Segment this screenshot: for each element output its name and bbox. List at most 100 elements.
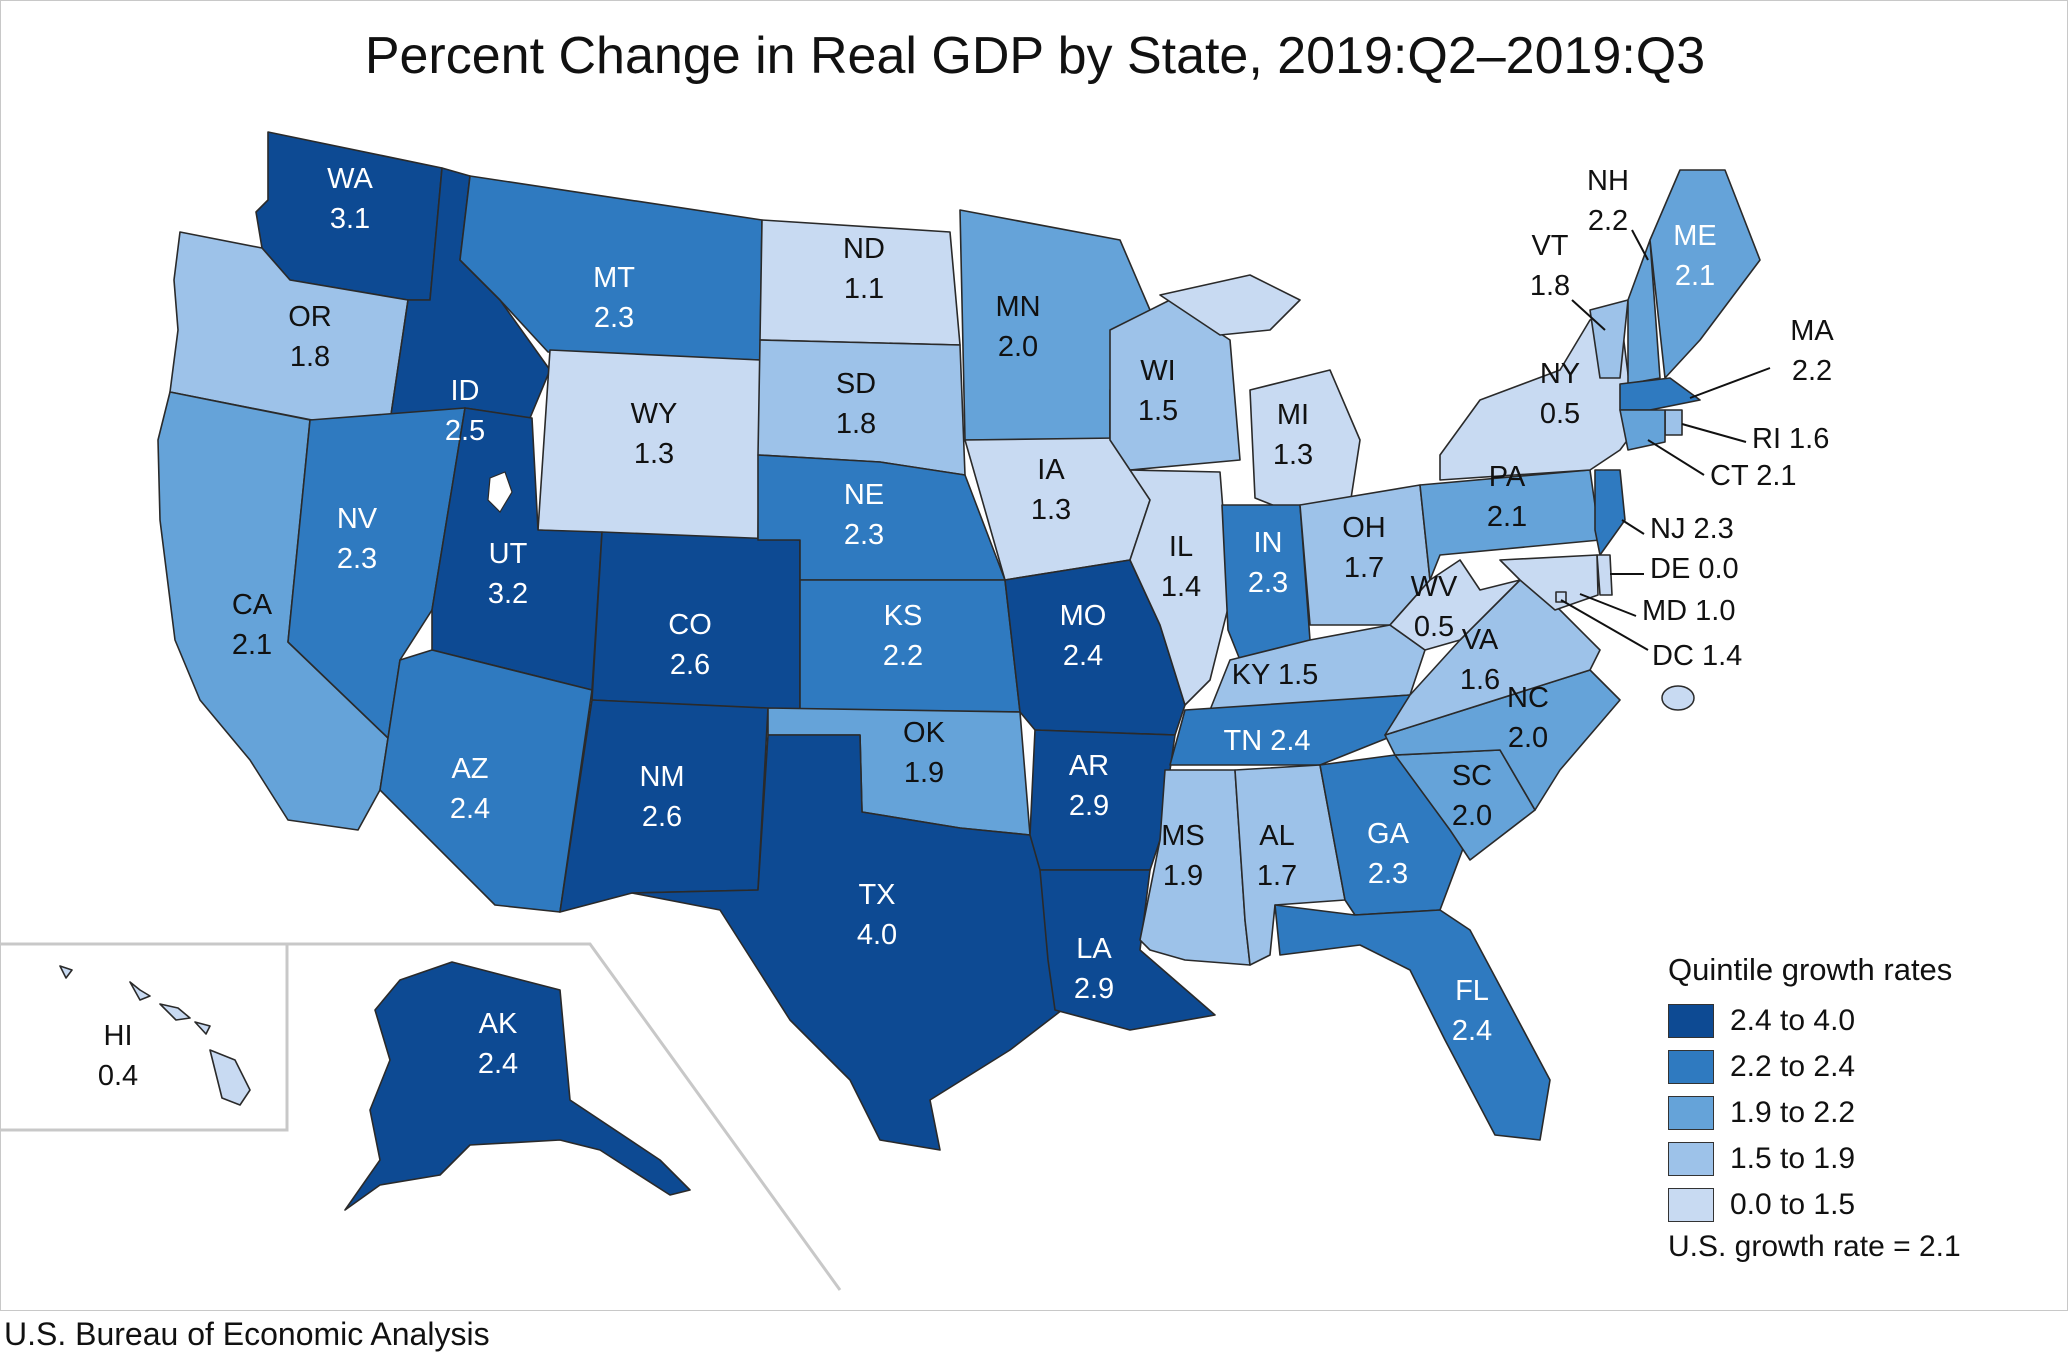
leader-line-md (1579, 593, 1637, 617)
state-abbr-ut: UT (489, 538, 528, 570)
state-value-or: 1.8 (290, 341, 330, 373)
great-salt-lake (487, 471, 513, 513)
state-abbr-wy: WY (631, 398, 678, 430)
state-value-tx: 4.0 (857, 919, 897, 951)
state-value-ak: 2.4 (478, 1048, 518, 1080)
state-abbr-wi: WI (1140, 355, 1175, 387)
state-label-ct: CT 2.1 (1710, 460, 1797, 492)
leader-line-ct (1647, 439, 1705, 476)
legend-title: Quintile growth rates (1668, 952, 1953, 987)
legend-item: 2.4 to 4.0 (1668, 998, 2048, 1044)
state-abbr-ca: CA (232, 589, 273, 621)
leader-line-ri (1681, 423, 1747, 443)
state-value-nd: 1.1 (844, 273, 884, 305)
state-abbr-wv: WV (1411, 571, 1458, 603)
state-ri (1664, 409, 1683, 436)
state-abbr-in: IN (1254, 527, 1283, 559)
state-value-in: 2.3 (1248, 567, 1288, 599)
legend-label: 1.5 to 1.9 (1730, 1142, 1856, 1175)
callout-leaders (1560, 229, 1771, 651)
state-value-pa: 2.1 (1487, 501, 1527, 533)
state-value-oh: 1.7 (1344, 552, 1384, 584)
state-ma (1619, 377, 1701, 411)
state-label-ri: RI 1.6 (1752, 423, 1829, 455)
state-value-co: 2.6 (670, 649, 710, 681)
state-value-mi: 1.3 (1273, 439, 1313, 471)
state-abbr-hi: HI (104, 1020, 133, 1052)
state-abbr-ma: MA (1790, 315, 1834, 347)
state-abbr-ar: AR (1069, 750, 1109, 782)
state-value-ga: 2.3 (1368, 858, 1408, 890)
island-marker (1661, 685, 1695, 711)
state-az (379, 649, 593, 913)
state-abbr-ok: OK (903, 717, 946, 749)
state-md (1499, 554, 1599, 611)
state-value-ar: 2.9 (1069, 790, 1109, 822)
state-abbr-or: OR (288, 301, 332, 333)
state-abbr-il: IL (1169, 531, 1193, 563)
state-abbr-mo: MO (1060, 600, 1107, 632)
state-abbr-fl: FL (1455, 975, 1489, 1007)
state-value-ia: 1.3 (1031, 494, 1071, 526)
state-abbr-al: AL (1259, 820, 1294, 852)
state-value-ms: 1.9 (1163, 860, 1203, 892)
state-value-fl: 2.4 (1452, 1015, 1492, 1047)
legend-swatch (1668, 1142, 1714, 1176)
state-labels: WA 3.1 OR 1.8 CA 2.1 ID 2.5 NV 2.3 MT 2.3 WY 1.3 UT 3.2… (98, 163, 1835, 1092)
state-value-nc: 2.0 (1508, 722, 1548, 754)
state-label-de: DE 0.0 (1650, 553, 1739, 585)
legend-item: 1.5 to 1.9 (1668, 1136, 2048, 1182)
state-de (1596, 554, 1613, 596)
state-value-ca: 2.1 (232, 629, 272, 661)
leader-line-vt (1571, 299, 1606, 331)
state-value-il: 1.4 (1161, 571, 1201, 603)
state-value-wi: 1.5 (1138, 395, 1178, 427)
us-map: WA 3.1 OR 1.8 CA 2.1 ID 2.5 NV 2.3 MT 2.3 WY 1.3 UT 3.2… (0, 131, 1835, 1291)
state-value-nv: 2.3 (337, 543, 377, 575)
state-abbr-id: ID (451, 375, 480, 407)
leader-line-nh (1631, 229, 1649, 261)
state-abbr-me: ME (1673, 220, 1717, 252)
state-nh (1627, 239, 1661, 385)
state-label-ky: KY 1.5 (1232, 659, 1319, 691)
state-abbr-co: CO (668, 609, 712, 641)
legend-item: 0.0 to 1.5 (1668, 1182, 2048, 1228)
leader-line-nj (1621, 519, 1645, 535)
legend: Quintile growth rates 2.4 to 4.0 2.2 to 2… (1668, 952, 2048, 1264)
state-value-ny: 0.5 (1540, 398, 1580, 430)
state-abbr-ks: KS (884, 600, 923, 632)
state-abbr-mt: MT (593, 262, 635, 294)
state-value-sc: 2.0 (1452, 800, 1492, 832)
state-value-vt: 1.8 (1530, 270, 1570, 302)
state-abbr-oh: OH (1342, 512, 1386, 544)
state-wv (1389, 559, 1521, 651)
legend-swatch (1668, 1096, 1714, 1130)
state-abbr-ga: GA (1367, 818, 1410, 850)
state-abbr-ms: MS (1161, 820, 1205, 852)
state-label-dc: DC 1.4 (1652, 640, 1742, 672)
legend-label: 2.2 to 2.4 (1730, 1050, 1856, 1083)
state-abbr-sd: SD (836, 368, 876, 400)
state-abbr-nh: NH (1587, 165, 1629, 197)
state-value-az: 2.4 (450, 793, 490, 825)
state-label-tn: TN 2.4 (1223, 725, 1310, 757)
state-abbr-nc: NC (1507, 682, 1549, 714)
legend-label: 0.0 to 1.5 (1730, 1188, 1856, 1221)
state-abbr-wa: WA (327, 163, 373, 195)
state-abbr-ny: NY (1540, 358, 1580, 390)
legend-swatch (1668, 1188, 1714, 1222)
state-nj (1594, 469, 1626, 556)
state-value-nm: 2.6 (642, 801, 682, 833)
state-value-hi: 0.4 (98, 1060, 138, 1092)
state-tn (1169, 694, 1411, 766)
state-abbr-vt: VT (1531, 230, 1568, 262)
state-abbr-nm: NM (639, 761, 684, 793)
state-nc (1384, 669, 1621, 811)
source-credit: U.S. Bureau of Economic Analysis (4, 1316, 490, 1352)
state-value-va: 1.6 (1460, 664, 1500, 696)
state-abbr-pa: PA (1489, 461, 1526, 493)
legend-swatch (1668, 1004, 1714, 1038)
state-abbr-az: AZ (451, 753, 488, 785)
state-abbr-tx: TX (858, 879, 895, 911)
state-abbr-mn: MN (995, 291, 1040, 323)
